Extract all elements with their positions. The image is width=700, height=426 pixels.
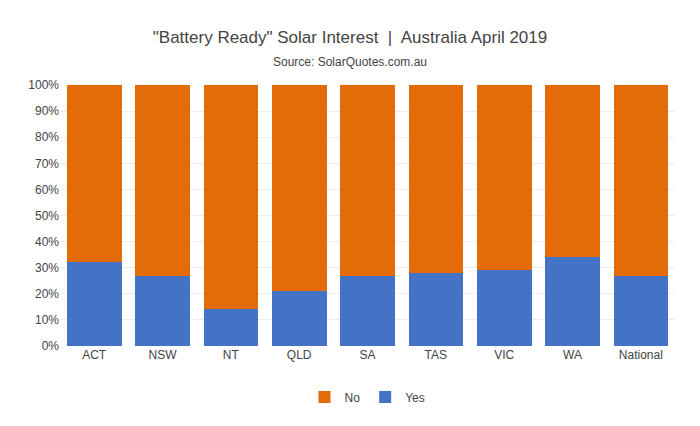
svg-text:VIC: VIC xyxy=(494,348,514,362)
svg-text:No: No xyxy=(345,391,361,405)
svg-text:ACT: ACT xyxy=(82,348,107,362)
svg-text:70%: 70% xyxy=(35,157,59,171)
svg-text:National: National xyxy=(619,348,663,362)
svg-text:40%: 40% xyxy=(35,235,59,249)
svg-text:20%: 20% xyxy=(35,287,59,301)
svg-text:50%: 50% xyxy=(35,209,59,223)
svg-text:Source: SolarQuotes.com.au: Source: SolarQuotes.com.au xyxy=(273,55,427,69)
svg-text:10%: 10% xyxy=(35,313,59,327)
svg-text:60%: 60% xyxy=(35,183,59,197)
svg-text:"Battery Ready" Solar Interest: "Battery Ready" Solar Interest | Austral… xyxy=(153,28,547,47)
svg-text:30%: 30% xyxy=(35,261,59,275)
svg-text:SA: SA xyxy=(359,348,375,362)
svg-text:80%: 80% xyxy=(35,130,59,144)
svg-text:TAS: TAS xyxy=(425,348,447,362)
svg-text:QLD: QLD xyxy=(287,348,312,362)
svg-text:WA: WA xyxy=(563,348,582,362)
svg-text:0%: 0% xyxy=(42,339,60,353)
svg-text:NSW: NSW xyxy=(149,348,178,362)
svg-text:NT: NT xyxy=(223,348,240,362)
svg-text:100%: 100% xyxy=(28,78,59,92)
svg-text:Yes: Yes xyxy=(405,391,425,405)
svg-text:90%: 90% xyxy=(35,104,59,118)
